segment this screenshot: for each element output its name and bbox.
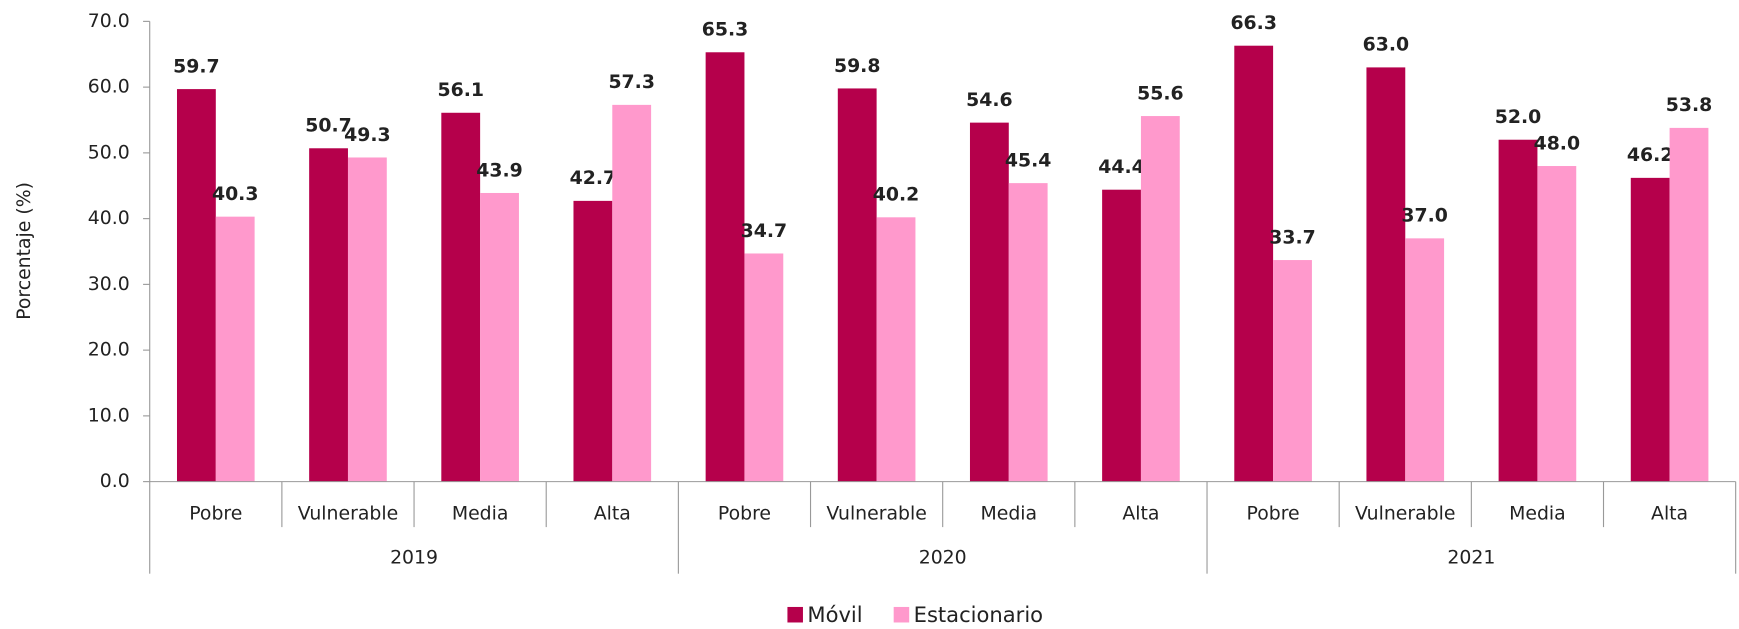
y-tick-label: 60.0 (88, 77, 130, 98)
x-tick-label: Alta (594, 503, 631, 524)
group-label: 2019 (390, 548, 438, 569)
value-label: 50.7 (305, 116, 352, 137)
y-tick-label: 30.0 (88, 274, 130, 295)
x-tick-label: Pobre (718, 503, 771, 524)
x-tick-label: Alta (1651, 503, 1688, 524)
value-label: 44.4 (1098, 157, 1145, 178)
bar (1537, 166, 1577, 482)
value-label: 40.2 (873, 185, 920, 206)
bar (1405, 238, 1445, 482)
y-tick-label: 20.0 (88, 340, 130, 361)
y-tick-label: 0.0 (100, 471, 130, 492)
x-tick-label: Vulnerable (1355, 503, 1455, 524)
bar (309, 148, 348, 482)
value-label: 53.8 (1666, 95, 1713, 116)
bar (876, 217, 916, 482)
bar (837, 88, 877, 482)
value-label: 56.1 (437, 80, 484, 101)
value-label: 65.3 (702, 20, 749, 41)
bar (1498, 139, 1538, 482)
y-tick-label: 50.0 (88, 142, 130, 163)
value-label: 57.3 (608, 72, 655, 93)
value-label: 48.0 (1534, 133, 1581, 154)
bar (1366, 67, 1406, 482)
value-label: 46.2 (1627, 145, 1673, 166)
bar (1630, 177, 1670, 482)
bar (1140, 116, 1180, 482)
legend-swatch (787, 606, 803, 623)
value-label: 43.9 (476, 160, 523, 181)
bar (176, 89, 216, 482)
x-tick-label: Pobre (1247, 503, 1300, 524)
y-tick-label: 10.0 (88, 405, 130, 426)
x-tick-label: Media (452, 503, 509, 524)
bar (215, 216, 255, 482)
bar (1669, 127, 1709, 482)
value-label: 66.3 (1230, 13, 1276, 34)
legend-label: Móvil (807, 602, 862, 625)
group-label: 2020 (919, 548, 967, 569)
y-tick-label: 40.0 (88, 208, 130, 229)
bar (347, 157, 387, 482)
value-label: 63.0 (1363, 35, 1409, 56)
value-label: 55.6 (1137, 83, 1184, 104)
value-label: 33.7 (1269, 227, 1316, 248)
value-label: 52.0 (1495, 107, 1541, 128)
x-tick-label: Vulnerable (826, 503, 926, 524)
bar (1102, 189, 1141, 482)
value-label: 37.0 (1401, 206, 1448, 227)
legend-label: Estacionario (914, 602, 1043, 625)
x-tick-label: Media (1509, 503, 1566, 524)
bar (1008, 183, 1048, 482)
value-label: 42.7 (570, 168, 617, 189)
bar (1234, 45, 1274, 482)
bar (969, 122, 1009, 482)
bar (441, 112, 481, 482)
legend-swatch (893, 606, 910, 623)
value-label: 34.7 (741, 221, 788, 242)
value-label: 54.6 (966, 90, 1013, 111)
bar (573, 200, 613, 482)
value-label: 40.3 (212, 184, 259, 205)
x-tick-label: Media (980, 503, 1037, 524)
x-tick-label: Vulnerable (298, 503, 398, 524)
x-tick-label: Alta (1122, 503, 1159, 524)
value-label: 45.4 (1005, 150, 1052, 171)
bar (612, 104, 652, 482)
value-label: 59.8 (834, 56, 881, 77)
bar (705, 52, 745, 482)
y-tick-label: 70.0 (88, 11, 130, 32)
x-tick-label: Pobre (189, 503, 242, 524)
y-axis-label: Porcentaje (%) (14, 182, 35, 320)
bar (480, 192, 519, 482)
bar (1273, 260, 1312, 482)
bar (744, 253, 784, 482)
group-label: 2021 (1447, 548, 1495, 569)
value-label: 59.7 (173, 56, 220, 77)
value-label: 49.3 (344, 125, 391, 146)
